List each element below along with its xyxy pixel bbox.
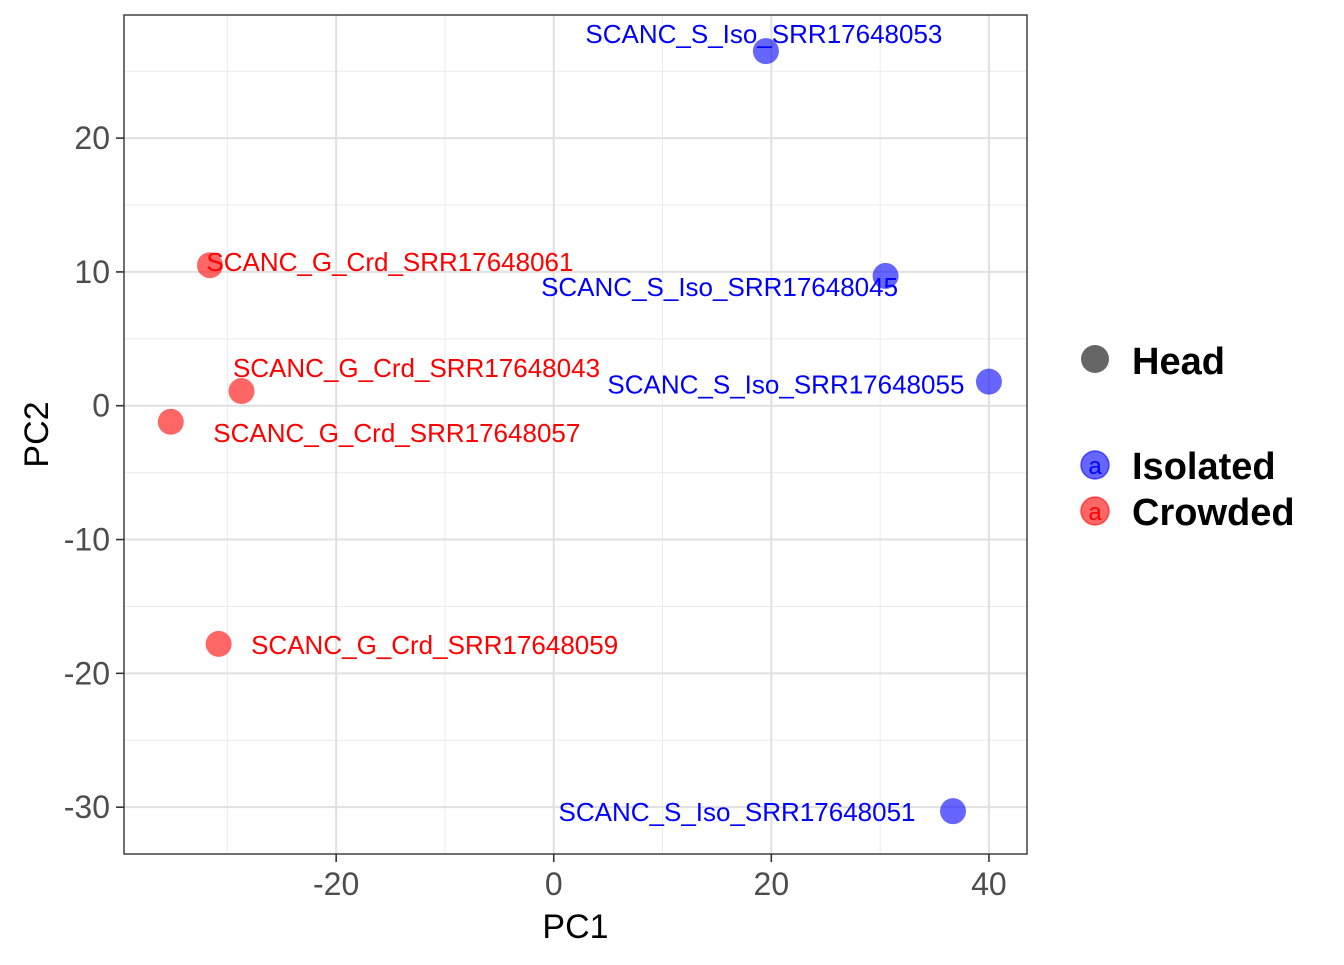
legend-key-isolated: [1080, 450, 1110, 480]
point-label: SCANC_G_Crd_SRR17648043: [233, 353, 600, 383]
x-tick-label: 0: [545, 866, 563, 902]
x-axis-title: PC1: [542, 908, 608, 946]
data-point[interactable]: [157, 408, 184, 435]
point-label: SCANC_S_Iso_SRR17648045: [541, 272, 898, 302]
data-point[interactable]: [196, 252, 223, 279]
point-label: SCANC_G_Crd_SRR17648061: [206, 247, 573, 277]
legend-label-crowded: Crowded: [1132, 492, 1295, 534]
point-label: SCANC_S_Iso_SRR17648053: [585, 19, 942, 49]
data-point[interactable]: [940, 798, 967, 825]
y-tick-label: 0: [92, 388, 110, 424]
legend-key-glyph: a: [1088, 453, 1102, 480]
data-point[interactable]: [752, 38, 779, 65]
plot-border: [123, 14, 1028, 855]
x-tick-label: 40: [971, 866, 1007, 902]
point-label: SCANC_G_Crd_SRR17648059: [251, 630, 618, 660]
data-point[interactable]: [205, 630, 232, 657]
data-point[interactable]: [228, 378, 255, 405]
legend-key-head: [1081, 345, 1109, 373]
y-tick-label: -30: [64, 789, 110, 825]
legend-key-glyph: a: [1088, 499, 1102, 526]
legend-label-isolated: Isolated: [1132, 446, 1276, 488]
legend-key-crowded: [1080, 496, 1110, 526]
data-point[interactable]: [975, 368, 1002, 395]
point-label: SCANC_S_Iso_SRR17648055: [607, 370, 964, 400]
y-tick-label: -20: [64, 655, 110, 691]
y-tick-label: -10: [64, 522, 110, 558]
y-axis-title: PC2: [18, 401, 56, 467]
y-tick-label: 10: [74, 254, 110, 290]
x-tick-label: -20: [313, 866, 359, 902]
point-label: SCANC_S_Iso_SRR17648051: [559, 797, 916, 827]
x-tick-label: 20: [754, 866, 790, 902]
plot-panel: [124, 15, 1027, 854]
point-label: SCANC_G_Crd_SRR17648057: [213, 418, 580, 448]
legend-label-head: Head: [1132, 341, 1225, 383]
data-point[interactable]: [872, 262, 899, 289]
y-tick-label: 20: [74, 120, 110, 156]
